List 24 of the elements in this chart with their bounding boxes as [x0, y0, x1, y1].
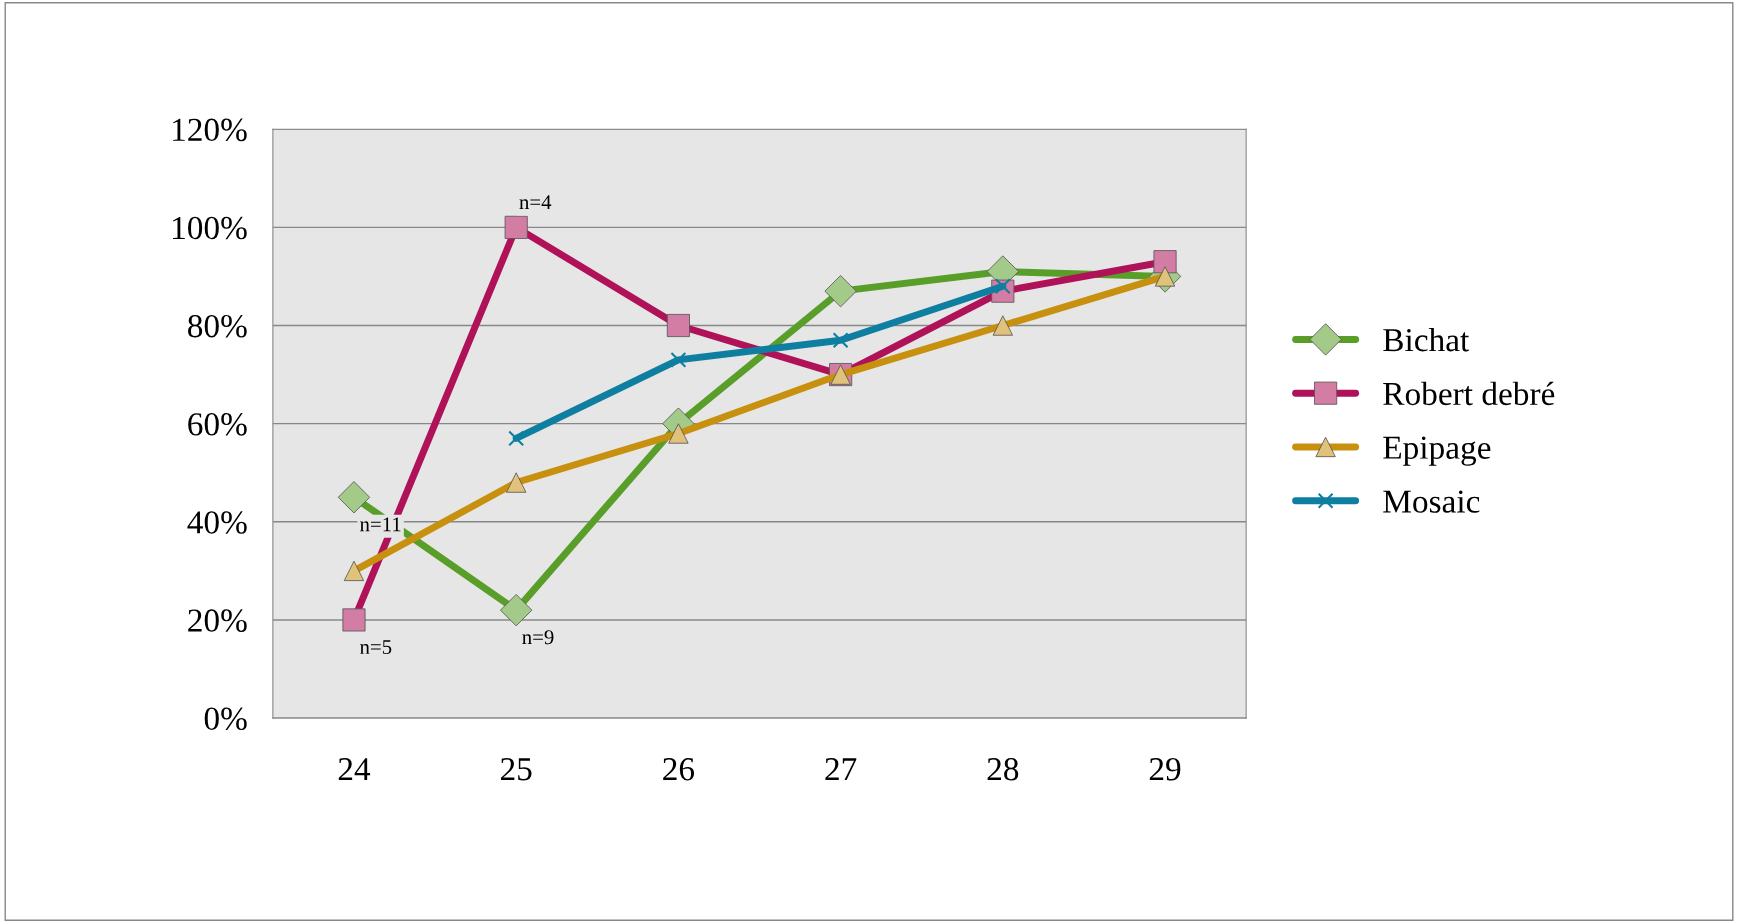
legend-label: Epipage	[1383, 436, 1491, 466]
point	[670, 351, 687, 368]
y-tick-label: 100%	[173, 216, 247, 240]
y-tick-label: 20%	[188, 609, 247, 632]
y-tick-label: 80%	[188, 314, 247, 338]
legend-label: Mosaic	[1383, 490, 1480, 513]
x-tick-label: 26	[663, 758, 695, 781]
point	[508, 430, 525, 447]
legend-label: Bichat	[1383, 327, 1470, 352]
x-tick-label: 25	[500, 758, 532, 781]
annotation: n=9	[522, 630, 554, 645]
annotation: n=4	[519, 195, 552, 210]
x-tick-label: 28	[987, 757, 1019, 781]
y-tick-label: 60%	[188, 413, 247, 436]
x-tick-label: 24	[338, 758, 371, 781]
y-tick-label: 120%	[173, 118, 247, 142]
point	[832, 332, 849, 349]
x-tick-label: 29	[1149, 758, 1181, 781]
annotation: n=5	[360, 640, 392, 655]
legend-label: Robert debré	[1383, 381, 1555, 406]
annotation: n=11	[360, 517, 401, 532]
x-tick-label: 27	[825, 758, 857, 781]
y-tick-label: 0%	[204, 707, 247, 731]
y-tick-label: 40%	[187, 511, 247, 534]
